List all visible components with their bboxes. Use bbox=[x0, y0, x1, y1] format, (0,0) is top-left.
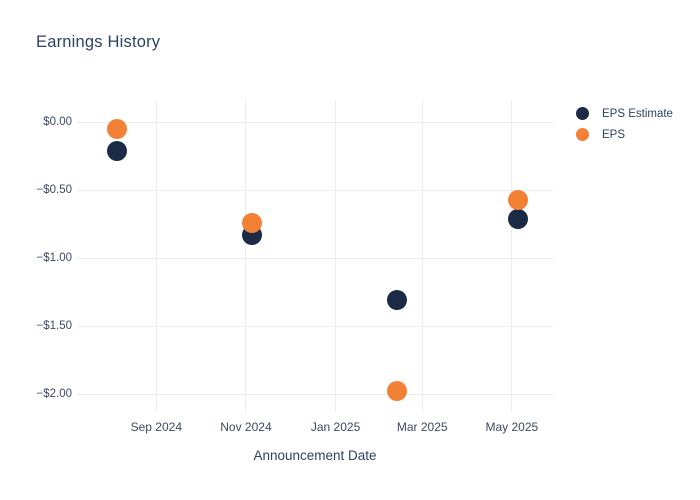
y-tick-label: −$0.50 bbox=[36, 184, 73, 197]
x-gridline bbox=[245, 100, 247, 412]
x-gridline bbox=[511, 100, 513, 412]
chart-title: Earnings History bbox=[36, 33, 161, 51]
x-gridline bbox=[155, 100, 157, 412]
data-point-eps[interactable] bbox=[106, 118, 127, 139]
x-tick-label: Nov 2024 bbox=[220, 420, 272, 434]
x-tick-label: May 2025 bbox=[485, 420, 539, 434]
y-gridline bbox=[77, 257, 553, 259]
y-gridline bbox=[77, 393, 553, 395]
legend-label-eps: EPS bbox=[602, 128, 626, 141]
x-gridline bbox=[421, 100, 423, 412]
y-tick-label: −$1.50 bbox=[36, 320, 73, 333]
legend: EPS Estimate EPS bbox=[576, 103, 673, 145]
x-gridline bbox=[335, 100, 337, 412]
legend-label-eps-estimate: EPS Estimate bbox=[602, 107, 673, 120]
x-tick-label: Jan 2025 bbox=[310, 420, 361, 434]
data-point-eps-estimate[interactable] bbox=[387, 290, 408, 311]
x-axis-title: Announcement Date bbox=[253, 448, 377, 463]
legend-marker-eps-estimate-icon bbox=[576, 107, 589, 120]
y-gridline bbox=[77, 189, 553, 191]
legend-item-eps[interactable]: EPS bbox=[576, 124, 673, 145]
y-gridline bbox=[77, 325, 553, 327]
x-tick-label: Sep 2024 bbox=[130, 420, 183, 434]
data-point-eps-estimate[interactable] bbox=[106, 140, 127, 161]
y-tick-label: −$2.00 bbox=[36, 388, 73, 401]
data-point-eps-estimate[interactable] bbox=[507, 208, 528, 229]
y-tick-label: −$1.00 bbox=[36, 252, 73, 265]
y-tick-label: $0.00 bbox=[43, 116, 72, 129]
legend-marker-eps-icon bbox=[576, 128, 589, 141]
data-point-eps[interactable] bbox=[241, 212, 262, 233]
x-tick-label: Mar 2025 bbox=[396, 420, 448, 434]
data-point-eps[interactable] bbox=[507, 189, 528, 210]
legend-item-eps-estimate[interactable]: EPS Estimate bbox=[576, 103, 673, 124]
data-point-eps[interactable] bbox=[387, 381, 408, 402]
y-gridline bbox=[77, 121, 553, 123]
